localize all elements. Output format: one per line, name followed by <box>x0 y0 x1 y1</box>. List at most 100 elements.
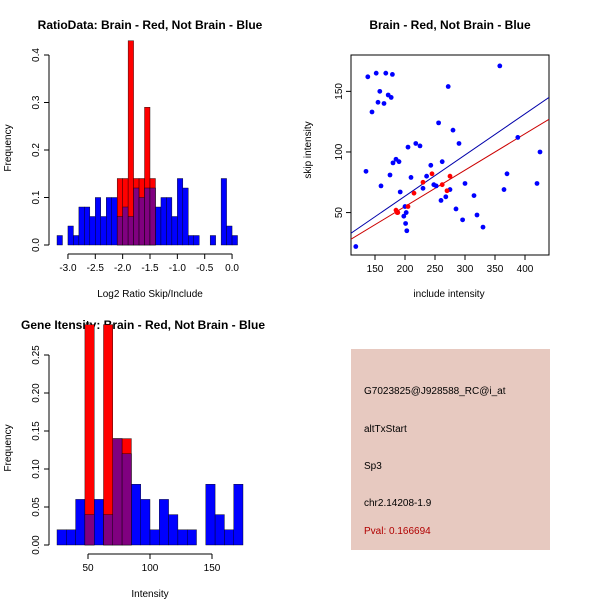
ratio-blue-bar <box>188 235 194 246</box>
scatter-blue-point <box>390 160 396 166</box>
scatter-blue-point <box>433 183 439 189</box>
gene-blue-bar <box>131 484 141 546</box>
scatter-blue-point <box>428 162 434 168</box>
scatter-blue-point <box>480 224 486 230</box>
ratio-blue-bar <box>84 206 91 246</box>
ratio-blue-bar <box>220 178 227 246</box>
ratio-x-tick-label: -1.5 <box>141 263 159 274</box>
ratio-blue-bar <box>160 197 167 246</box>
scatter-y-tick-label: 150 <box>334 83 345 100</box>
ratio-blue-bar <box>177 178 184 246</box>
ratio-blue-bar <box>73 235 80 246</box>
ratio-overlap-bar <box>138 197 145 246</box>
gene-blue-bar <box>56 529 67 546</box>
scatter-blue-point <box>417 143 423 149</box>
scatter-blue-point <box>504 171 510 177</box>
scatter-blue-point <box>497 63 503 69</box>
ratio-blue-bar <box>171 216 178 246</box>
ratio-overlap-bar <box>149 187 156 246</box>
ratio-y-tick-label: 0.0 <box>31 238 42 252</box>
ratio-x-axis-label: Log2 Ratio Skip/Include <box>97 289 203 300</box>
gene-y-tick-label: 0.20 <box>31 383 42 403</box>
scatter-blue-point <box>537 149 543 155</box>
ratio-blue-bar <box>95 197 101 246</box>
ratio-x-tick-label: -1.0 <box>169 263 187 274</box>
gene-overlap-bar <box>112 438 123 546</box>
gene-blue-bar <box>140 499 151 546</box>
scatter-blue-point <box>353 244 359 249</box>
scatter-blue-point <box>424 173 429 179</box>
scatter-x-tick-label: 350 <box>487 264 504 275</box>
gene-chart-title: Gene Itensity: Brain - Red, Not Brain - … <box>21 318 265 332</box>
scatter-blue-point <box>445 84 451 89</box>
scatter-blue-point <box>378 183 384 189</box>
gene-blue-bar <box>66 529 76 546</box>
scatter-blue-point <box>397 189 403 195</box>
scatter-blue-point <box>369 109 375 115</box>
event-type-text: altTxStart <box>364 424 407 435</box>
ratio-overlap-bar <box>133 187 140 246</box>
scatter-blue-point <box>453 206 459 212</box>
scatter-blue-point <box>439 159 445 165</box>
gene-y-tick-label: 0.00 <box>31 535 42 555</box>
gene-blue-bar <box>177 529 188 546</box>
gene-blue-bar <box>224 529 234 546</box>
scatter-blue-point <box>501 187 507 192</box>
gene-intensity-histogram-panel: Gene Itensity: Brain - Red, Not Brain - … <box>3 318 265 600</box>
scatter-red-point <box>439 182 445 188</box>
ratio-blue-bar <box>155 206 162 246</box>
ratio-x-tick-label: -3.0 <box>59 263 77 274</box>
ratio-blue-bar <box>111 197 118 246</box>
ratio-blue-bar <box>78 206 85 246</box>
scatter-blue-point <box>438 198 444 203</box>
ratio-x-tick-label: -2.5 <box>87 263 105 274</box>
scatter-fit-line <box>351 97 549 234</box>
ratio-blue-bar <box>166 197 173 246</box>
gene-x-tick-label: 50 <box>82 563 94 574</box>
scatter-red-point <box>429 171 435 177</box>
gene-y-tick-label: 0.10 <box>31 459 42 479</box>
gene-blue-bar <box>214 514 225 546</box>
ratio-blue-bar <box>89 216 96 246</box>
scatter-blue-point <box>390 71 395 77</box>
ratio-y-axis-label: Frequency <box>3 124 14 171</box>
gene-y-axis-label: Frequency <box>3 424 14 471</box>
gene-red-bar <box>103 324 114 546</box>
scatter-chart-title: Brain - Red, Not Brain - Blue <box>369 18 531 32</box>
ratio-blue-bar <box>100 216 107 246</box>
ratio-overlap-bar <box>127 216 134 246</box>
ratio-x-tick-label: 0.0 <box>225 263 239 274</box>
scatter-panel: Brain - Red, Not Brain - Blue include in… <box>303 18 550 300</box>
scatter-blue-point <box>403 221 408 226</box>
gene-overlap-bar <box>121 453 132 546</box>
ratio-overlap-bar <box>144 187 151 246</box>
scatter-blue-point <box>375 99 381 105</box>
scatter-blue-point <box>443 194 449 200</box>
ratio-x-tick-label: -2.0 <box>114 263 132 274</box>
scatter-blue-point <box>405 144 411 150</box>
gene-name-text: Sp3 <box>364 461 382 472</box>
scatter-red-point <box>395 210 401 215</box>
scatter-blue-point <box>381 101 387 106</box>
ratio-blue-bar <box>106 197 112 246</box>
scatter-blue-point <box>373 70 379 76</box>
scatter-blue-point <box>388 95 394 100</box>
location-text: chr2.14208-1.9 <box>364 498 432 509</box>
probe-id-text: G7023825@J928588_RC@i_at <box>364 386 506 397</box>
scatter-blue-point <box>383 70 389 76</box>
scatter-blue-point <box>456 141 462 146</box>
gene-blue-bar <box>159 499 169 546</box>
scatter-red-point <box>447 173 453 179</box>
scatter-x-tick-label: 200 <box>397 264 414 275</box>
ratio-blue-bar <box>226 225 233 246</box>
scatter-x-tick-label: 400 <box>517 264 534 275</box>
scatter-blue-point <box>387 172 393 178</box>
gene-overlap-bar <box>103 514 114 546</box>
ratio-x-tick-label: -0.5 <box>196 263 214 274</box>
scatter-blue-point <box>436 120 441 126</box>
scatter-x-tick-label: 300 <box>457 264 474 275</box>
gene-x-tick-label: 150 <box>204 563 221 574</box>
pval-text: Pval: 0.166694 <box>364 526 431 537</box>
scatter-red-point <box>411 190 417 196</box>
